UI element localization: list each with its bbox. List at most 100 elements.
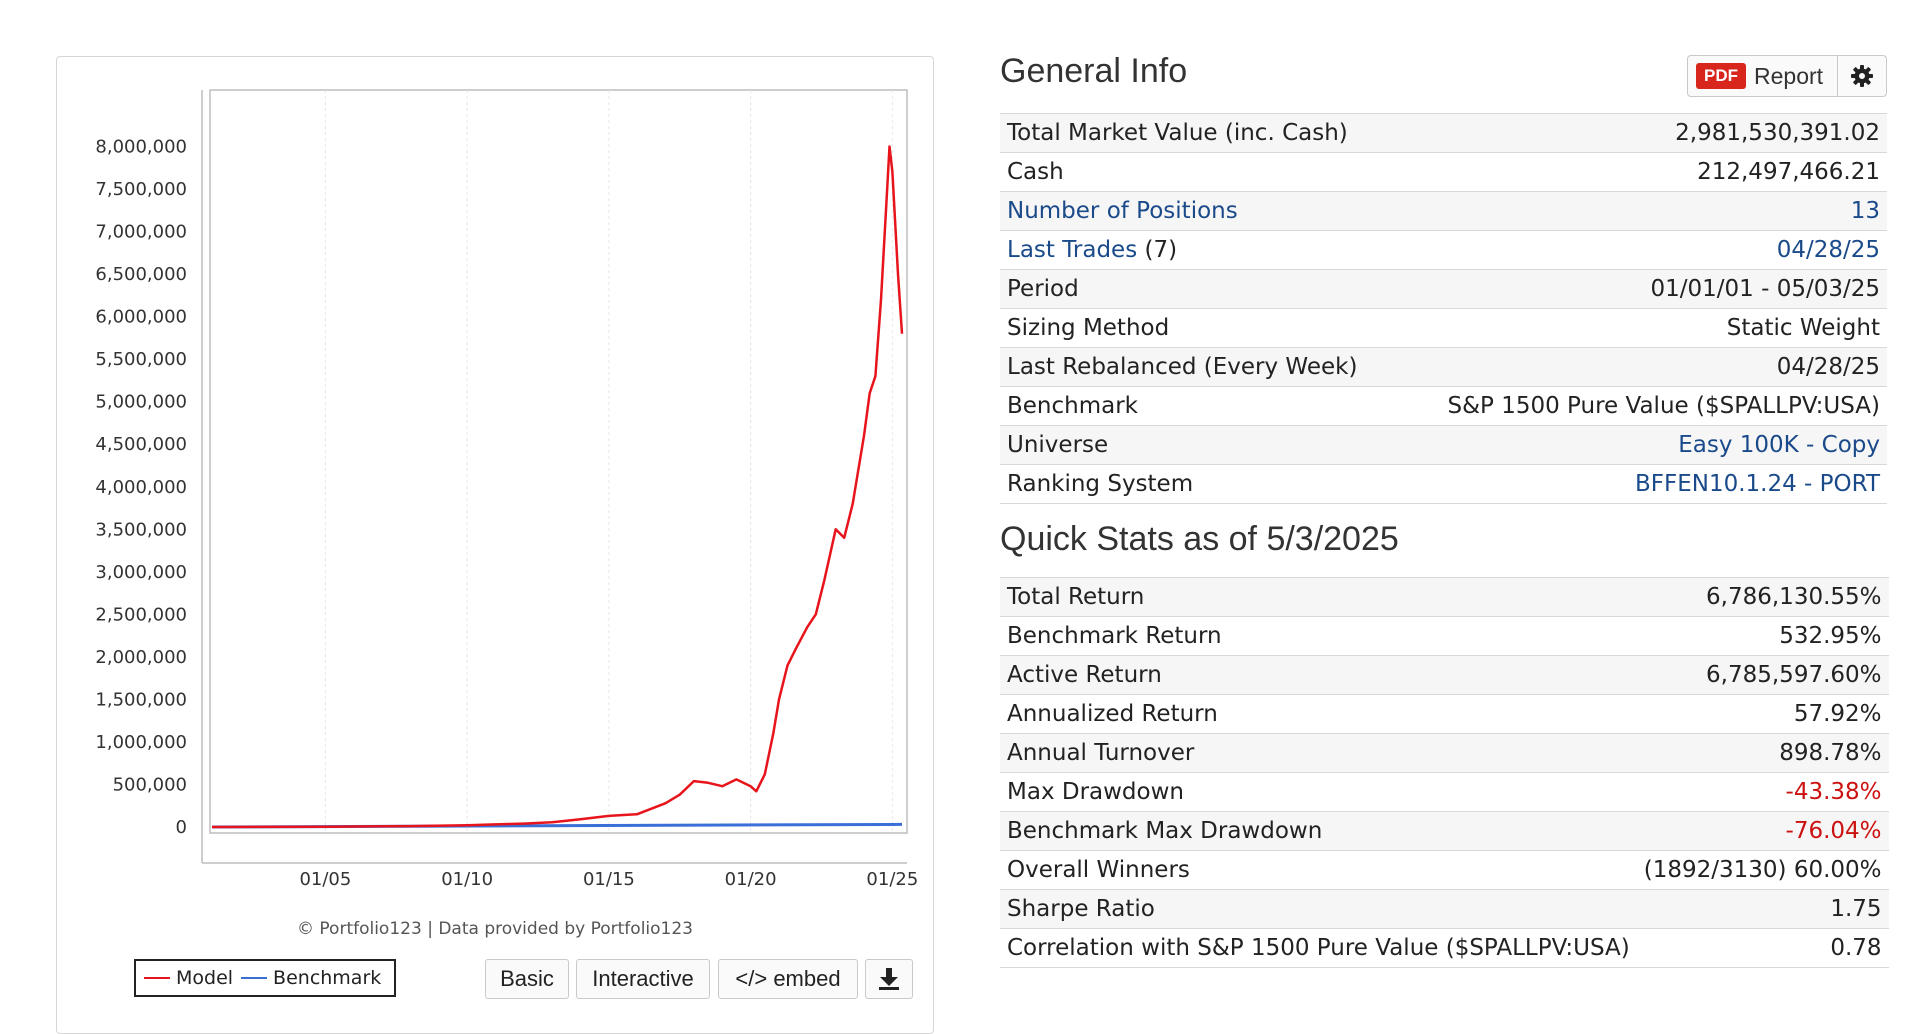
table-row: Sharpe Ratio 1.75 [1000,889,1889,929]
legend-model[interactable]: Model [144,967,233,989]
table-row: Benchmark Return 532.95% [1000,616,1889,656]
basic-button[interactable]: Basic [485,959,569,999]
interactive-button[interactable]: Interactive [576,959,710,999]
table-row: Total Market Value (inc. Cash) 2,981,530… [1000,113,1887,153]
table-row: Benchmark S&P 1500 Pure Value ($SPALLPV:… [1000,386,1887,426]
y-tick-label: 8,000,000 [95,137,187,158]
table-row: Sizing Method Static Weight [1000,308,1887,348]
y-tick-label: 4,500,000 [95,434,187,455]
y-tick-label: 500,000 [113,774,187,795]
y-tick-label: 5,500,000 [95,349,187,370]
report-label: Report [1754,62,1824,89]
performance-chart[interactable]: 0 500,000 1,000,000 1,500,000 2,000,000 2,500… [57,57,933,917]
last-trades-date-link[interactable]: 04/28/25 [1776,237,1880,263]
y-tick-label: 5,000,000 [95,392,187,413]
x-tick-label: 01/05 [299,869,351,890]
y-tick-label: 3,500,000 [95,519,187,540]
ranking-system-link[interactable]: BFFEN10.1.24 - PORT [1634,471,1880,497]
legend-benchmark-label: Benchmark [273,967,382,989]
legend-benchmark[interactable]: Benchmark [241,967,381,989]
table-row: Max Drawdown -43.38% [1000,772,1889,812]
table-row: Period 01/01/01 - 05/03/25 [1000,269,1887,309]
y-tick-label: 2,500,000 [95,604,187,625]
table-row: Benchmark Max Drawdown -76.04% [1000,811,1889,851]
row-value: Static Weight [1398,308,1887,348]
row-label: Annual Turnover [1000,733,1637,773]
legend-model-label: Model [176,967,234,989]
chart-panel: 0 500,000 1,000,000 1,500,000 2,000,000 2,500… [56,56,934,1034]
y-tick-label: 7,000,000 [95,222,187,243]
general-info-title: General Info [1000,52,1188,90]
quick-stats-table: Total Return 6,786,130.55% Benchmark Ret… [1000,577,1889,968]
y-tick-label: 1,500,000 [95,689,187,710]
row-value: 898.78% [1636,733,1889,773]
number-of-positions-link[interactable]: Number of Positions [1007,198,1238,224]
y-tick-label: 6,000,000 [95,307,187,328]
x-tick-label: 01/25 [866,869,918,890]
y-tick-label: 1,000,000 [95,732,187,753]
table-row: Number of Positions 13 [1000,191,1887,231]
benchmark-line-swatch [241,977,268,979]
table-row: Universe Easy 100K - Copy [1000,425,1887,465]
row-value: 57.92% [1636,694,1889,734]
row-label: Benchmark [1000,386,1399,426]
y-tick-label: 7,500,000 [95,179,187,200]
x-tick-label: 01/15 [583,869,635,890]
row-label: Active Return [1000,655,1637,695]
row-label: Correlation with S&P 1500 Pure Value ($S… [1000,928,1637,968]
model-series-line [211,145,904,829]
pdf-badge: PDF [1696,63,1746,89]
y-tick-label: 0 [176,817,187,838]
row-value: 532.95% [1636,616,1889,656]
row-value: -43.38% [1636,772,1889,812]
settings-button[interactable] [1838,56,1886,96]
table-row: Correlation with S&P 1500 Pure Value ($S… [1000,928,1889,968]
last-trades-count: (7) [1137,237,1178,263]
table-row: Last Rebalanced (Every Week) 04/28/25 [1000,347,1887,387]
row-value: 0.78 [1636,928,1889,968]
row-label: Total Market Value (inc. Cash) [1000,113,1399,153]
x-tick-label: 01/20 [725,869,777,890]
plot-frame [209,89,908,834]
row-value: 01/01/01 - 05/03/25 [1398,269,1887,309]
y-tick-label: 2,000,000 [95,647,187,668]
pdf-report-button[interactable]: PDF Report [1687,55,1887,97]
table-row: Annualized Return 57.92% [1000,694,1889,734]
row-label: Sharpe Ratio [1000,889,1637,929]
chart-legend: Model Benchmark [134,959,396,997]
x-tick-label: 01/10 [441,869,493,890]
last-trades-link[interactable]: Last Trades [1007,237,1138,263]
report-main[interactable]: PDF Report [1688,56,1838,96]
download-icon [879,968,899,990]
row-label: Cash [1000,152,1399,192]
gear-icon [1851,65,1873,87]
row-value: 1.75 [1636,889,1889,929]
row-value: (1892/3130) 60.00% [1636,850,1889,890]
row-label: Period [1000,269,1399,309]
download-button[interactable] [865,959,913,999]
row-label: Ranking System [1000,464,1399,504]
general-info-table: Total Market Value (inc. Cash) 2,981,530… [1000,113,1887,504]
embed-button[interactable]: </> embed [718,959,858,999]
row-label: Last Rebalanced (Every Week) [1000,347,1399,387]
row-value: 6,785,597.60% [1636,655,1889,695]
row-value: 212,497,466.21 [1398,152,1887,192]
row-label: Benchmark Max Drawdown [1000,811,1637,851]
row-label: Sizing Method [1000,308,1399,348]
row-value: S&P 1500 Pure Value ($SPALLPV:USA) [1398,386,1887,426]
table-row: Total Return 6,786,130.55% [1000,577,1889,617]
row-label: Max Drawdown [1000,772,1637,812]
row-label: Total Return [1000,577,1637,617]
quick-stats-title: Quick Stats as of 5/3/2025 [1000,520,1399,558]
row-value: 2,981,530,391.02 [1398,113,1887,153]
row-value: 04/28/25 [1398,347,1887,387]
table-row: Cash 212,497,466.21 [1000,152,1887,192]
y-tick-label: 4,000,000 [95,477,187,498]
model-line-swatch [144,977,170,979]
row-label: Universe [1000,425,1399,465]
row-label: Overall Winners [1000,850,1637,890]
positions-count-link[interactable]: 13 [1850,198,1880,224]
row-label: Benchmark Return [1000,616,1637,656]
table-row: Active Return 6,785,597.60% [1000,655,1889,695]
universe-link[interactable]: Easy 100K - Copy [1678,432,1880,458]
